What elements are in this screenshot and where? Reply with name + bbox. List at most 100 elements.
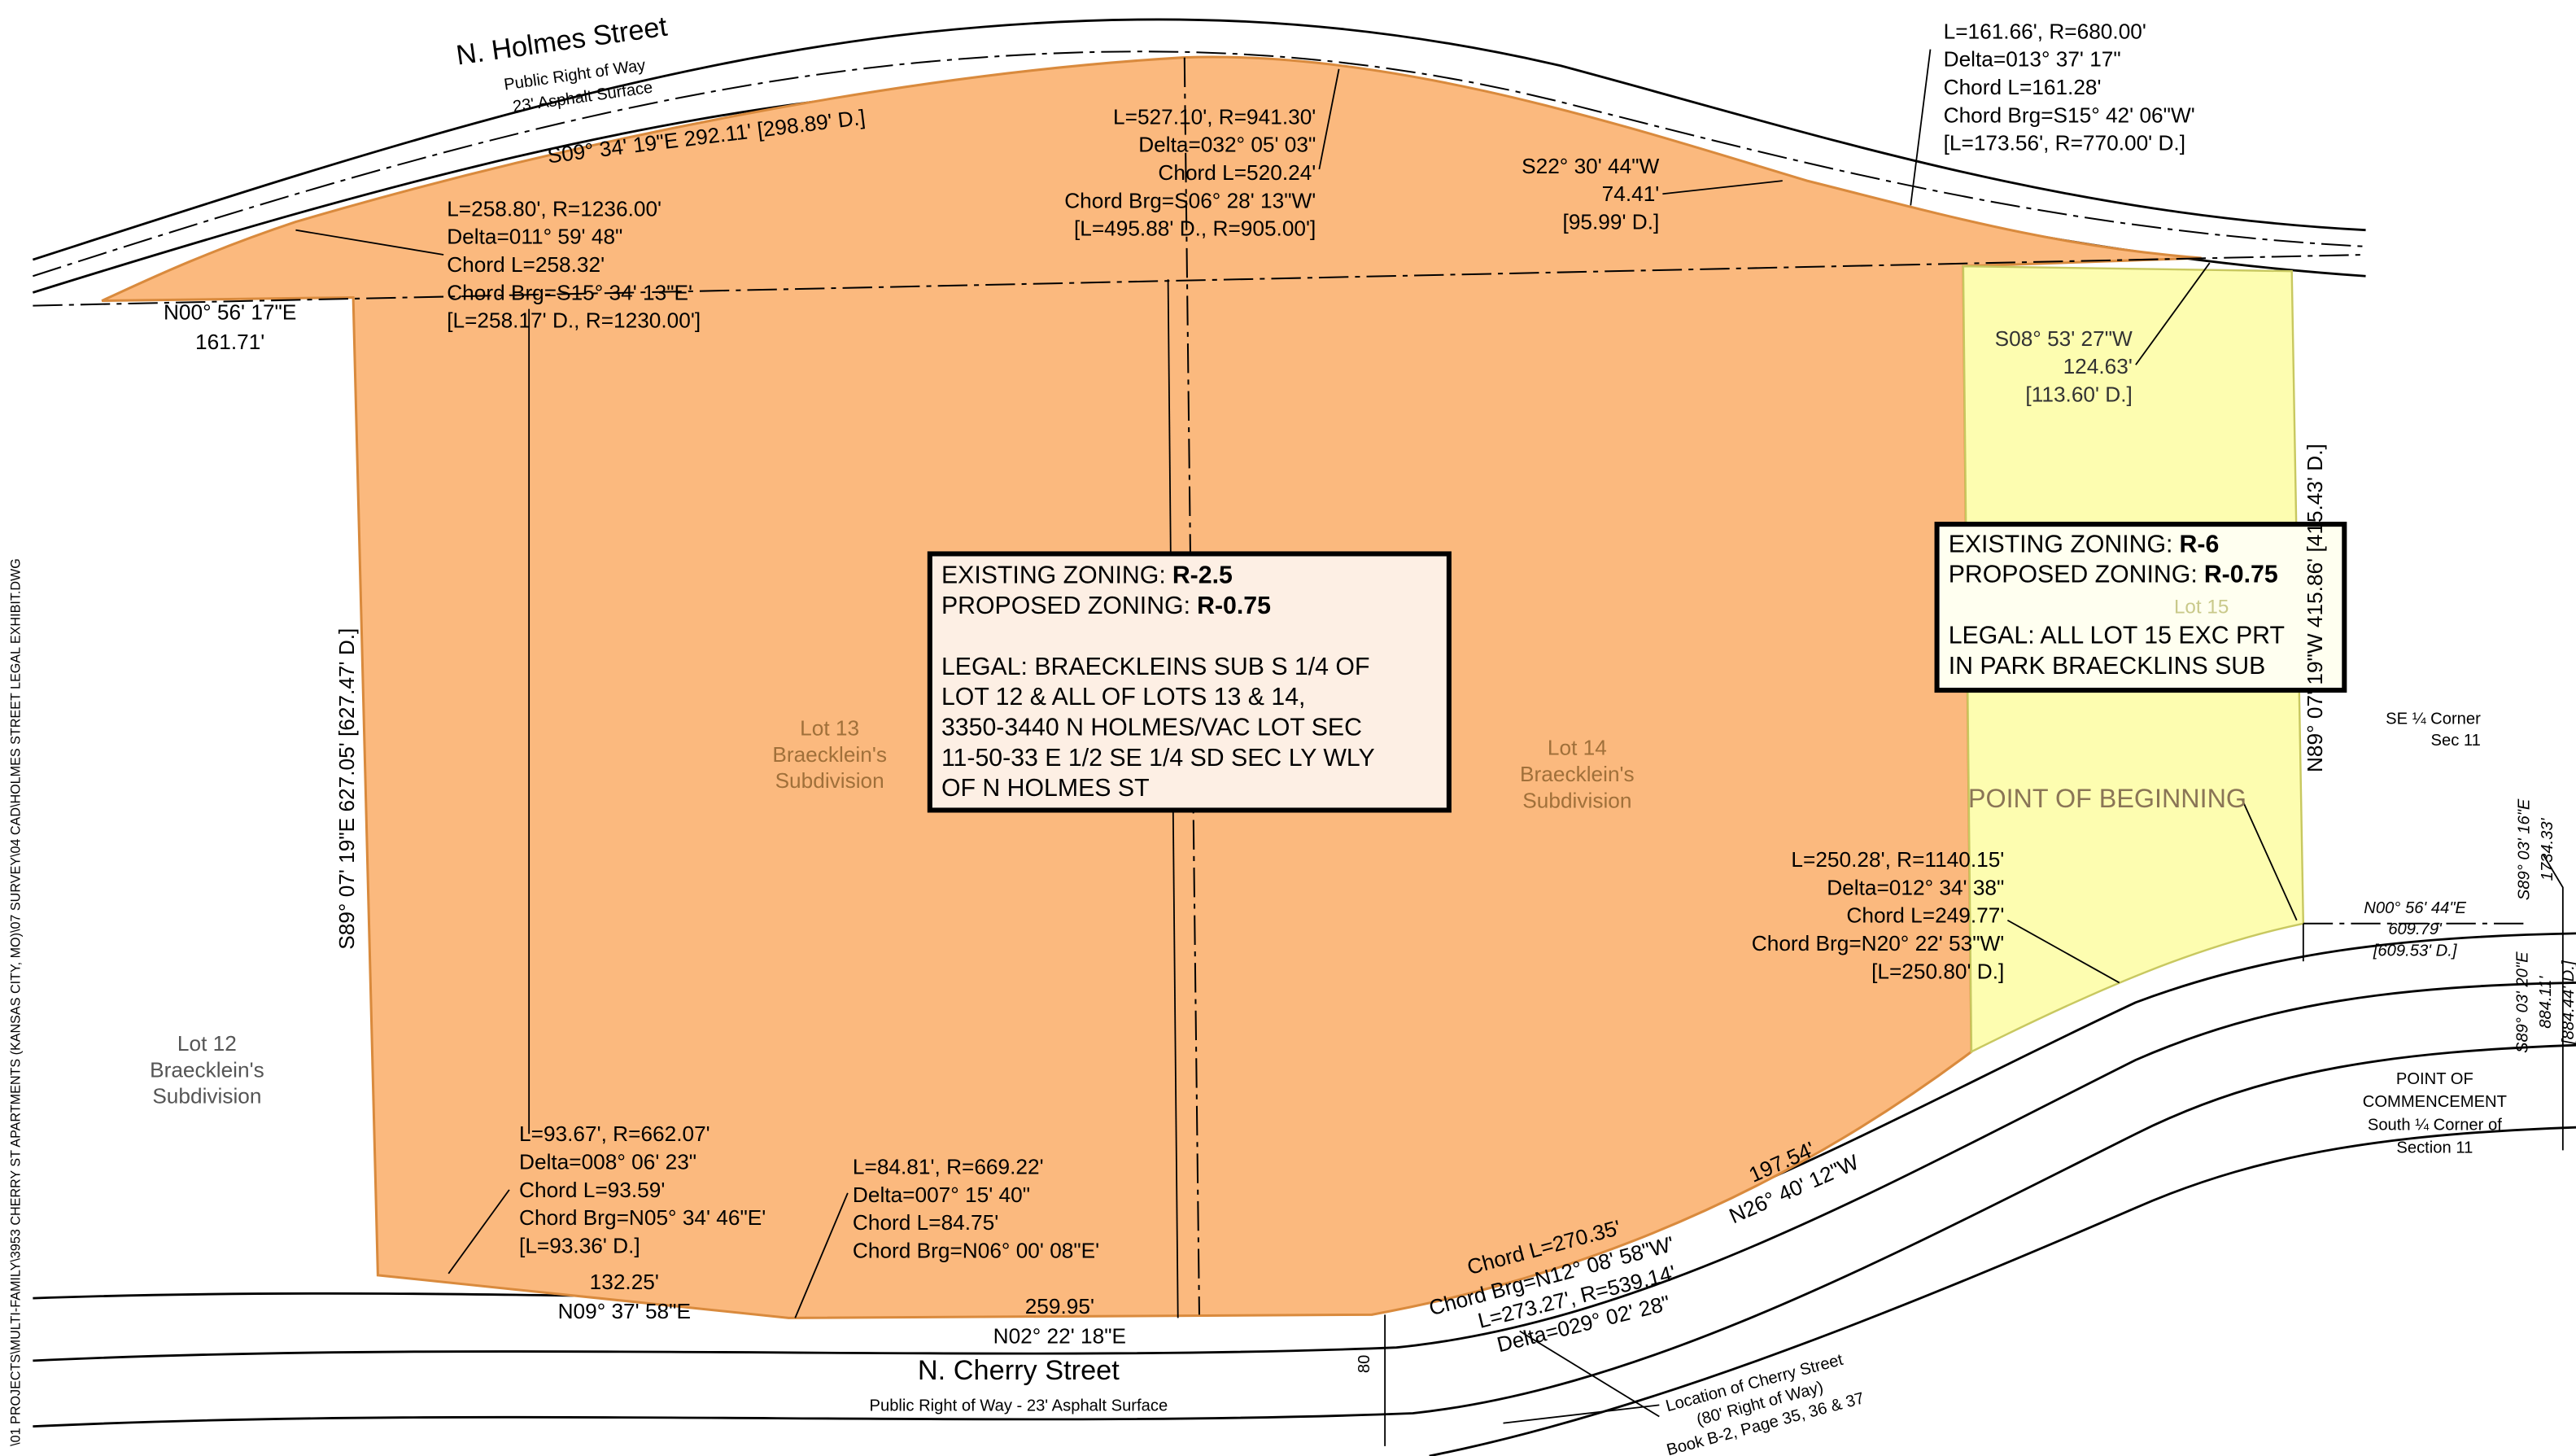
annotation-line: L=527.10', R=941.30' <box>1113 104 1316 129</box>
annotation-line: Subdivision <box>1522 788 1631 812</box>
annotation-line: L=258.80', R=1236.00' <box>447 196 661 221</box>
annotation: Lot 15 <box>2174 596 2229 618</box>
annotation-line: Chord Brg=N05° 34' 46"E' <box>519 1205 766 1230</box>
annotation-line: N02° 22' 18"E <box>993 1324 1126 1349</box>
annotation-line: [L=173.56', R=770.00' D.] <box>1944 131 2185 155</box>
annotation-line: [884.44' D.] <box>2560 960 2576 1045</box>
annotation-line: [113.60' D.] <box>2025 383 2132 407</box>
zoning-value: R-6 <box>2180 531 2220 557</box>
section-line <box>2542 854 2564 1151</box>
annotation-line: Section 11 <box>2396 1139 2473 1157</box>
annotation-line: Subdivision <box>152 1084 261 1108</box>
zoning-box <box>927 551 1452 813</box>
annotation-line: Chord Brg=S15° 42' 06"W' <box>1944 103 2195 127</box>
road-edge <box>1429 1126 2576 1456</box>
annotation-line: [L=250.80' D.] <box>1871 959 2004 983</box>
legal-line: 11-50-33 E 1/2 SE 1/4 SD SEC LY WLY <box>941 745 1375 772</box>
annotation-line: [L=495.88' D., R=905.00'] <box>1074 216 1316 241</box>
zoning-label: EXISTING ZONING: <box>1949 531 2173 557</box>
annotation-line: Lot 12 <box>177 1031 237 1056</box>
zoning-value: R-0.75 <box>1197 592 1271 619</box>
road-centerline <box>33 50 2366 278</box>
annotation: L=93.67', R=662.07' Delta=008° 06' 23" Cho… <box>519 1122 766 1257</box>
annotation: N89° 07' 19"W 415.86' [415.43' D.] <box>2303 444 2327 772</box>
road-edge <box>33 1043 2576 1428</box>
annotation-line: 80 <box>1356 1355 1373 1373</box>
annotation-line: S89° 03' 20"E <box>2514 951 2532 1053</box>
annotation: Location of Cherry Street(80' Right of W… <box>1664 1351 1867 1456</box>
annotation: L=84.81', R=669.22' Delta=007° 15' 40" Cho… <box>853 1155 1099 1263</box>
annotation: L=258.80', R=1236.00' Delta=011° 59' 48" C… <box>447 196 701 332</box>
annotation-line: Chord Brg=N20° 22' 53"W' <box>1752 931 2005 955</box>
annotation-line: Chord L=93.59' <box>519 1178 665 1202</box>
leader <box>1662 180 1783 195</box>
annotation: L=527.10', R=941.30' Delta=032° 05' 03" Ch… <box>1064 104 1316 240</box>
zoning-line: PROPOSED ZONING: R-0.75 <box>941 592 1271 619</box>
annotation-line: L=250.28', R=1140.15' <box>1791 847 2004 872</box>
zoning-label: PROPOSED ZONING: <box>941 592 1190 619</box>
annotation: L=161.66', R=680.00' Delta=013° 37' 17" Ch… <box>1944 19 2195 155</box>
annotation-line: 259.95' <box>1025 1294 1094 1318</box>
street-name: N. Cherry Street <box>918 1355 1120 1386</box>
annotation: S08° 53' 27"W 124.63' [113.60' D.] <box>1995 326 2133 407</box>
annotation-line: Chord L=520.24' <box>1158 160 1316 185</box>
annotation-line: S89° 03' 16"E <box>2516 798 2534 900</box>
annotation-line: SE ¼ Corner <box>2386 711 2481 728</box>
leader <box>295 229 444 256</box>
annotation-line: L=93.67', R=662.07' <box>519 1122 710 1146</box>
leader <box>1910 49 1932 206</box>
annotation-line: POINT OF <box>2396 1070 2473 1088</box>
annotation-line: 124.63' <box>2063 354 2133 378</box>
annotation-line: N00° 56' 17"E <box>164 300 296 325</box>
legal-line: IN PARK BRAECKLINS SUB <box>1949 653 2266 680</box>
zoning-line: PROPOSED ZONING: R-0.75 <box>1949 562 2278 588</box>
annotation: 132.25' N09° 37' 58"E <box>558 1270 691 1323</box>
zoning-label: EXISTING ZONING: <box>941 562 1166 589</box>
file-path: \01 PROJECTS\MULTI-FAMILY\3953 CHERRY ST… <box>8 558 23 1446</box>
annotation: S89° 07' 19"E 627.05' [627.47' D.] <box>334 628 359 950</box>
annotation-line: Braecklein's <box>1520 762 1635 786</box>
annotation: N00° 56' 17"E 161.71' <box>164 300 296 354</box>
annotation: SE ¼ Corner Sec 11 <box>2386 711 2481 750</box>
zoning-line: EXISTING ZONING: R-2.5 <box>941 562 1233 589</box>
leader <box>2242 799 2298 921</box>
legal-line: LOT 12 & ALL OF LOTS 13 & 14, <box>941 684 1306 711</box>
leader <box>448 1189 510 1275</box>
annotation-line: 161.71' <box>195 330 264 354</box>
annotation-line: 609.79' <box>2388 920 2443 938</box>
annotation-line: COMMENCEMENT <box>2363 1093 2507 1111</box>
annotation-line: Lot 15 <box>2174 596 2229 618</box>
annotation-line: Braecklein's <box>150 1057 264 1082</box>
annotation-line: [95.99' D.] <box>1563 210 1660 234</box>
leader <box>2006 919 2120 984</box>
annotation-line: 884.11' <box>2537 976 2555 1029</box>
annotation-line: Chord L=161.28' <box>1944 75 2102 99</box>
annotation-line: Lot 13 <box>800 715 859 740</box>
annotation-line: N00° 56' 44"E <box>2364 899 2466 917</box>
annotation: POINT OF COMMENCEMENT South ¼ Corner of Sec… <box>2363 1070 2507 1157</box>
annotation-line: Chord L=249.77' <box>1846 903 2004 928</box>
legal-line: LEGAL: BRAECKLEINS SUB S 1/4 OF <box>941 654 1369 680</box>
annotation-line: Delta=007° 15' 40" <box>853 1183 1030 1207</box>
annotation: N00° 56' 44"E 609.79' [609.53' D.] <box>2364 899 2466 960</box>
annotation-line: N09° 37' 58"E <box>558 1299 691 1323</box>
annotation: S22° 30' 44"W 74.41' [95.99' D.] <box>1522 154 1659 234</box>
annotation-line: Subdivision <box>775 768 884 793</box>
annotation: S89° 03' 16"E 1734.33' <box>2516 798 2556 900</box>
annotation-line: POINT OF BEGINNING <box>1968 784 2246 813</box>
annotation-line: L=84.81', R=669.22' <box>853 1155 1044 1179</box>
annotation-line: Chord Brg=S15° 34' 13"E' <box>447 280 692 304</box>
annotation-line: S08° 53' 27"W <box>1995 326 2133 351</box>
zoning-value: R-2.5 <box>1172 562 1233 589</box>
annotation-line: N89° 07' 19"W 415.86' [415.43' D.] <box>2303 444 2327 772</box>
legal-line: OF N HOLMES ST <box>941 775 1150 802</box>
annotation-line: L=161.66', R=680.00' <box>1944 19 2146 43</box>
zoning-line: EXISTING ZONING: R-6 <box>1949 531 2220 557</box>
annotation-line: South ¼ Corner of <box>2368 1116 2502 1134</box>
annotation-line: Delta=013° 37' 17" <box>1944 47 2121 72</box>
annotation-line: [L=93.36' D.] <box>519 1233 640 1257</box>
annotation-line: Braecklein's <box>772 742 887 767</box>
